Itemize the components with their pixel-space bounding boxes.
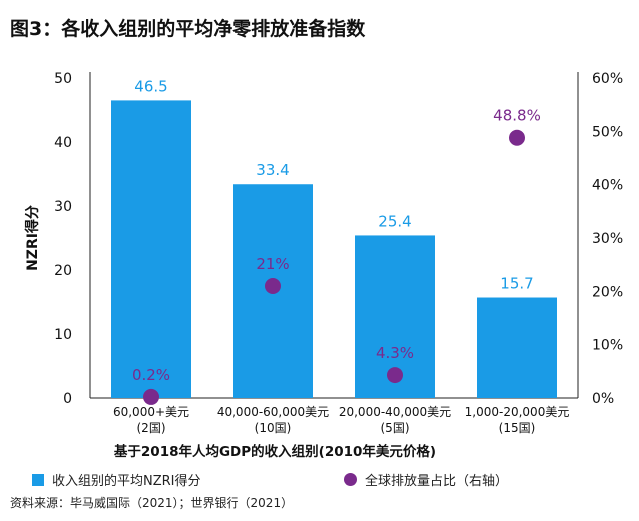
y-tick-label-right: 60% <box>592 71 623 87</box>
x-tick-label: 60,000+美元 <box>113 405 189 419</box>
y-tick-label-left: 0 <box>63 391 72 407</box>
emission-share-label: 0.2% <box>132 366 170 384</box>
y-tick-label-right: 30% <box>592 231 623 247</box>
legend-swatch-bar <box>32 473 44 486</box>
y-tick-label-left: 40 <box>54 135 72 151</box>
x-tick-label: 1,000-20,000美元 <box>465 405 570 419</box>
bar <box>477 297 557 398</box>
y-tick-label-right: 20% <box>592 284 623 300</box>
legend-label-bar: 收入组别的平均NZRI得分 <box>52 474 201 489</box>
source-note: 资料来源：毕马威国际（2021）；世界银行（2021） <box>10 496 294 510</box>
emission-share-point <box>143 388 159 405</box>
x-axis-title: 基于2018年人均GDP的收入组别(2010年美元价格) <box>114 443 436 460</box>
bar <box>111 100 191 399</box>
x-tick-label: 20,000-40,000美元 <box>339 405 451 419</box>
bar-value-label: 25.4 <box>378 212 411 230</box>
chart-title: 图3：各收入组别的平均净零排放准备指数 <box>10 18 366 40</box>
bar-value-label: 46.5 <box>134 77 167 95</box>
bar-value-label: 15.7 <box>500 275 533 293</box>
y-tick-label-right: 40% <box>592 178 623 194</box>
emission-share-label: 4.3% <box>376 344 414 362</box>
legend-label-dot: 全球排放量占比（右轴） <box>365 474 509 489</box>
legend-item-bar: 收入组别的平均NZRI得分 <box>32 470 201 489</box>
y-tick-label-right: 0% <box>592 391 614 407</box>
x-tick-sublabel: (5国) <box>381 421 410 435</box>
bar-value-label: 33.4 <box>256 161 289 179</box>
emission-share-label: 48.8% <box>493 107 541 125</box>
emission-share-point <box>387 367 403 384</box>
emission-share-point <box>265 278 281 294</box>
y-tick-label-right: 50% <box>592 124 623 140</box>
y-tick-label-right: 10% <box>592 338 623 354</box>
legend-swatch-dot <box>344 473 357 486</box>
y-axis-title: NZRI得分 <box>24 205 41 271</box>
x-tick-sublabel: (15国) <box>499 421 536 435</box>
x-tick-sublabel: (2国) <box>137 421 166 435</box>
y-tick-label-left: 50 <box>54 71 72 87</box>
x-tick-label: 40,000-60,000美元 <box>217 405 329 419</box>
x-tick-sublabel: (10国) <box>255 421 292 435</box>
emission-share-point <box>509 129 525 146</box>
y-tick-label-left: 20 <box>54 263 72 279</box>
legend-item-dot: 全球排放量占比（右轴） <box>344 470 508 489</box>
y-tick-label-left: 30 <box>54 199 72 215</box>
bar-chart: 0 10 20 30 40 50 0% 10% 20% 30% 40% 50% 60% NZRI得分 46.… <box>24 71 623 460</box>
y-tick-label-left: 10 <box>54 327 72 343</box>
emission-share-label: 21% <box>256 255 289 273</box>
